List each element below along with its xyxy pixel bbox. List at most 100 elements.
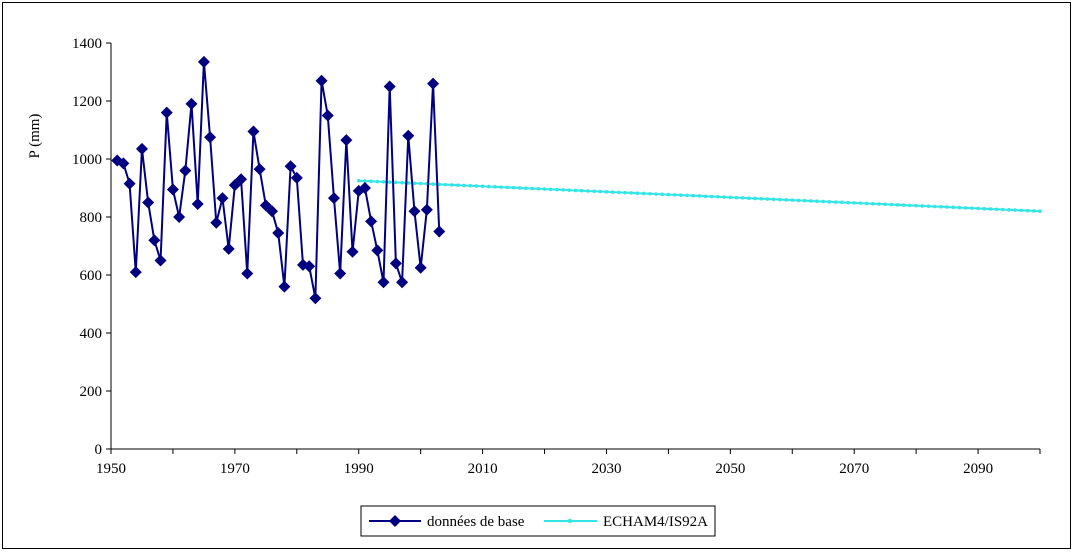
series-base-point (154, 254, 167, 267)
series-echam4-point (778, 197, 782, 202)
series-base-point (117, 157, 130, 170)
series-echam4-point (926, 204, 931, 209)
series-echam4-point (406, 181, 411, 185)
series-echam4-point (709, 194, 714, 199)
series-echam4-point (493, 185, 497, 189)
series-echam4-point (821, 199, 826, 204)
series-echam4-point (691, 193, 695, 198)
series-echam4-point (883, 202, 887, 207)
series-base-point (427, 77, 440, 90)
series-echam4-point (1019, 208, 1024, 213)
series-echam4-point (573, 188, 578, 193)
series-echam4-point (790, 198, 795, 202)
series-echam4-point (530, 186, 534, 191)
series-echam4-point (610, 190, 615, 194)
series-echam4-point (895, 203, 900, 207)
series-base-point (315, 74, 328, 87)
series-base-point (235, 173, 248, 186)
series-echam4-point (517, 186, 522, 190)
y-tick-label: 200 (80, 384, 103, 400)
series-echam4-point (1032, 209, 1036, 213)
series-echam4-point (771, 197, 776, 202)
series-echam4-point (994, 207, 999, 212)
series-echam4-point (932, 204, 937, 209)
series-base-point (346, 245, 359, 258)
series-echam4-point (901, 203, 906, 207)
series-base-point (204, 131, 217, 144)
series-base-point (402, 129, 415, 142)
series-base-point (365, 215, 378, 228)
series-base-point (371, 244, 384, 257)
series-base-point (272, 226, 285, 239)
series-base-point (389, 257, 402, 270)
series-echam4-point (567, 188, 572, 192)
series-echam4-point (437, 182, 442, 187)
series-base-point (135, 142, 148, 155)
series-echam4-point (976, 206, 980, 211)
legend-marker-base (389, 515, 401, 527)
series-echam4-point (369, 179, 373, 184)
series-echam4-point (889, 202, 894, 207)
series-echam4-point (920, 204, 925, 208)
series-base-point (129, 266, 142, 279)
x-tick-label: 2050 (715, 461, 745, 477)
series-echam4-point (796, 198, 801, 203)
series-base-point (408, 205, 421, 218)
series-base-point (284, 160, 297, 173)
series-echam4-point (982, 206, 987, 211)
series-echam4-point (703, 194, 708, 199)
series-echam4-point (505, 185, 510, 190)
series-echam4-point (586, 189, 590, 193)
series-echam4-point (561, 188, 565, 192)
series-base-point (185, 97, 198, 110)
series-echam4-point (1025, 208, 1030, 213)
series-echam4-point (443, 182, 448, 187)
series-base-point (197, 55, 210, 68)
axes: 0 200 400 600 800 1000 1200 1400 1950 1970 1990 201… (72, 36, 1041, 477)
y-tick-label: 1200 (72, 94, 102, 110)
series-base-point (173, 211, 186, 223)
series-echam4-point (963, 206, 968, 210)
series-base-point (414, 261, 427, 274)
series-base-point (358, 182, 371, 194)
series-echam4-point (697, 194, 702, 198)
series-echam4-point (449, 183, 454, 187)
series-base-point (278, 280, 291, 293)
series-base-point (266, 205, 279, 218)
series-echam4-point (908, 203, 912, 208)
x-tick-label: 2090 (963, 461, 993, 477)
series-echam4-point (840, 200, 844, 205)
series-echam4-point (356, 178, 361, 183)
series-echam4-point (462, 183, 466, 188)
series-echam4-point (827, 199, 832, 204)
series-base-point (210, 216, 223, 229)
series-base-point (216, 192, 229, 205)
series-echam4-point (753, 196, 757, 201)
series-echam4-point (598, 189, 603, 194)
series-echam4-point (858, 201, 863, 205)
series-echam4-point (474, 184, 479, 188)
series-echam4-point (722, 195, 726, 199)
x-tick-label: 2030 (591, 461, 621, 477)
series-echam4-point (381, 180, 386, 184)
series-echam4-point (734, 195, 739, 200)
y-tick-label: 1400 (72, 36, 102, 52)
series-echam4-point (951, 205, 956, 210)
series-echam4-point (604, 190, 609, 194)
series-echam4-point (870, 201, 875, 206)
series-layer (111, 55, 1042, 305)
series-echam4-point (394, 180, 398, 185)
series-base-point (383, 80, 396, 93)
x-tick-label: 1950 (96, 461, 126, 477)
series-echam4-point (672, 193, 677, 197)
series-base-point (396, 276, 409, 289)
series-echam4-point (524, 186, 528, 191)
series-base-point (123, 177, 136, 190)
x-tick-label: 1990 (344, 461, 374, 477)
series-echam4-point (499, 185, 503, 189)
series-base-point (433, 225, 446, 238)
series-echam4-point (939, 204, 943, 209)
y-tick-label: 0 (95, 442, 103, 458)
series-echam4-point (480, 184, 485, 189)
